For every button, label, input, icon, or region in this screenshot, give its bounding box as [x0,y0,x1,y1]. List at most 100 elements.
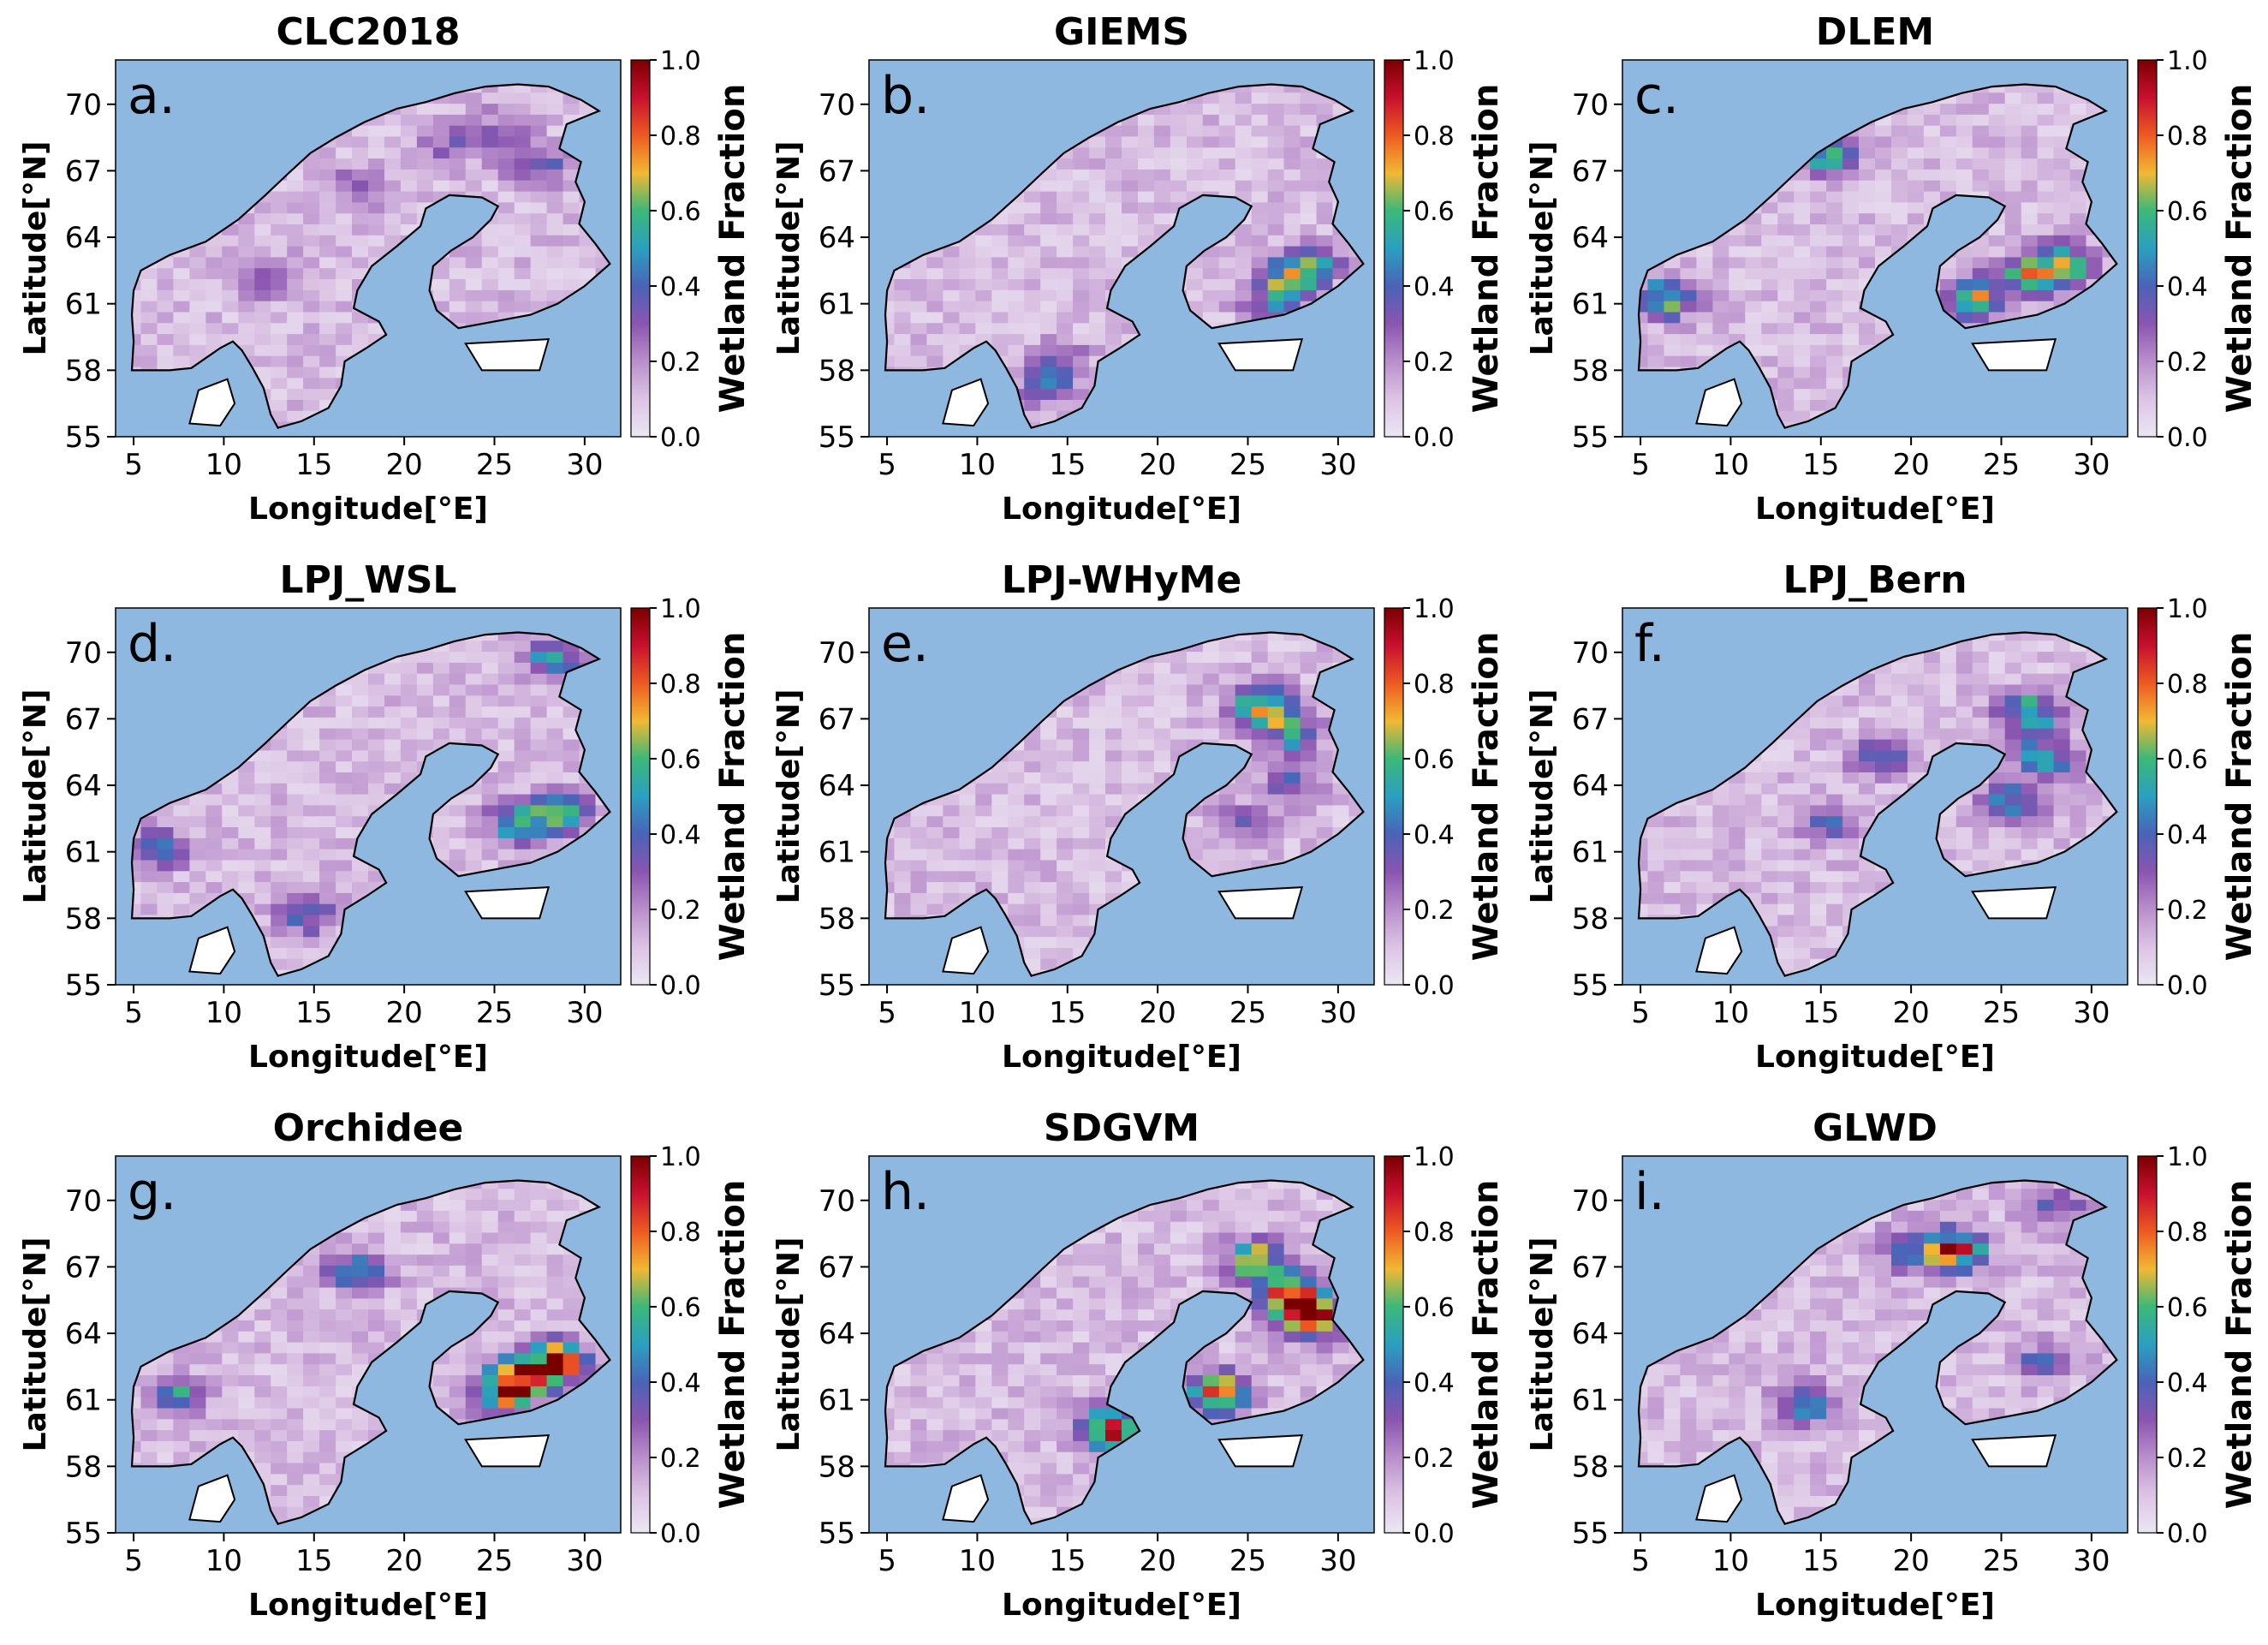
wetland-cell [1826,201,1843,214]
wetland-cell [384,673,402,685]
wetland-cell [481,794,499,806]
wetland-cell [1842,180,1860,192]
wetland-cell [530,694,548,707]
wetland-cell [1186,135,1204,148]
wetland-cell [991,859,1009,872]
wetland-cell [303,804,320,817]
wetland-cell [2053,180,2071,192]
colorbar-tick-label: 0.6 [1414,197,1455,227]
wetland-cell [140,301,158,313]
wetland-cell [1826,311,1843,324]
wetland-cell [1186,114,1204,126]
wetland-cell [132,903,142,915]
wetland-cell [530,826,548,838]
wetland-cell [465,662,483,674]
wetland-cell [1008,837,1025,849]
wetland-cell [1907,169,1925,181]
wetland-cell [1810,267,1827,279]
wetland-cell [1939,169,1957,181]
wetland-cell [465,169,483,181]
wetland-cell [449,256,467,269]
wetland-cell [1122,246,1139,258]
wetland-cell [894,289,912,301]
wetland-cell [1153,212,1171,224]
x-tick-label: 15 [1802,448,1839,482]
wetland-cell [205,289,223,301]
wetland-cell [1729,289,1746,301]
wetland-cell [271,881,288,893]
wetland-cell [1712,246,1729,258]
wetland-cell [1089,301,1106,313]
wetland-cell [1283,146,1301,159]
wetland-cell [530,246,548,258]
wetland-cell [1267,92,1285,104]
wetland-cell [1972,246,1990,258]
wetland-cell [254,289,271,301]
wetland-cell [1761,289,1778,301]
wetland-cell [416,169,434,181]
wetland-cell [1842,267,1860,279]
wetland-cell [1024,301,1041,313]
wetland-cell [157,815,175,827]
wetland-cell [1283,103,1301,115]
wetland-cell [514,103,532,115]
wetland-cell [1923,135,1941,148]
wetland-cell [481,278,499,290]
wetland-cell [514,760,532,772]
wetland-cell [352,201,369,214]
wetland-cell [926,322,944,335]
wetland-cell [1810,169,1827,181]
wetland-cell [1680,256,1697,269]
wetland-cell [1122,749,1139,762]
wetland-cell [1955,158,1973,170]
wetland-cell [271,915,288,927]
wetland-cell [1024,826,1041,838]
wetland-cell [287,388,304,400]
wetland-cell [1907,158,1925,170]
wetland-cell [959,870,976,883]
wetland-cell [189,870,206,883]
wetland-cell [943,837,960,849]
wetland-cell [885,837,896,849]
wetland-cell [975,322,992,335]
wetland-cell [1138,180,1155,192]
wetland-cell [991,849,1009,861]
wetland-cell [1972,158,1990,170]
wetland-cell [579,794,597,806]
denmark-land [188,926,236,975]
y-tick-label: 61 [65,288,102,322]
wetland-cell [205,881,223,893]
wetland-cell [1057,322,1074,335]
wetland-cell [1777,344,1795,356]
wetland-cell [1891,114,1908,126]
wetland-cell [271,783,288,795]
wetland-cell [1639,344,1649,356]
wetland-cell [497,673,515,685]
wetland-cell [497,224,515,235]
wetland-cell [140,278,158,290]
wetland-cell [336,772,353,784]
wetland-cell [1024,289,1041,301]
wetland-cell [926,892,944,904]
wetland-cell [1024,344,1041,356]
wetland-cell [368,728,385,740]
wetland-cell [1988,103,2006,115]
wetland-cell [1810,278,1827,290]
wetland-cell [2004,146,2022,159]
wetland-cell [189,826,206,838]
wetland-cell [1696,322,1713,335]
wetland-cell [384,683,402,696]
wetland-cell [303,749,320,762]
wetland-cell [140,892,158,904]
wetland-cell [481,114,499,126]
wetland-cell [1089,322,1106,335]
wetland-cell [465,683,483,696]
wetland-cell [140,881,158,893]
wetland-cell [1235,92,1253,104]
wetland-cell [1170,114,1188,126]
wetland-cell [1105,212,1122,224]
denmark-land [1695,378,1743,427]
y-tick-label: 55 [1572,420,1609,455]
wetland-cell [1907,180,1925,192]
wetland-cell [1040,958,1057,970]
